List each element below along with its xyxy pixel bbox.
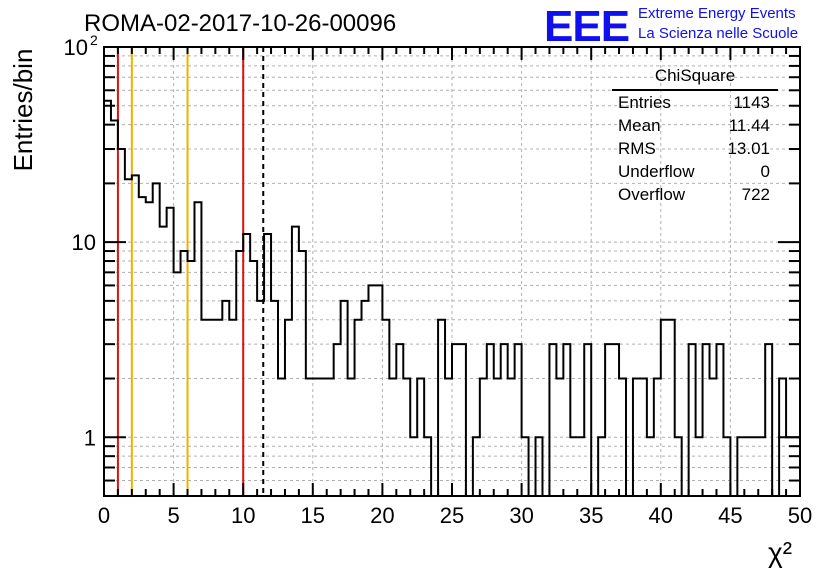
y-tick-label: 10 — [64, 35, 88, 60]
y-axis-label: Entries/bin — [8, 49, 38, 172]
logo-line-1: Extreme Energy Events — [638, 5, 796, 22]
y-tick-label: 1 — [84, 425, 96, 450]
y-tick-exponent: 2 — [90, 32, 98, 48]
x-tick-label: 15 — [301, 503, 325, 528]
stats-title: ChiSquare — [612, 66, 778, 91]
stats-value: 11.44 — [728, 116, 770, 135]
stats-row: RMS 13.01 — [612, 137, 778, 160]
x-axis-label: χ² — [768, 537, 792, 568]
x-tick-label: 10 — [231, 503, 255, 528]
x-tick-label: 35 — [579, 503, 603, 528]
stats-row: Entries 1143 — [612, 91, 778, 114]
x-tick-label: 40 — [649, 503, 673, 528]
marker-lines — [116, 47, 265, 496]
stats-row: Overflow 722 — [612, 183, 778, 206]
x-tick-label: 30 — [509, 503, 533, 528]
x-tick-label: 45 — [718, 503, 742, 528]
stats-row: Mean 11.44 — [612, 114, 778, 137]
x-tick-label: 25 — [440, 503, 464, 528]
stats-box: ChiSquare Entries 1143 Mean 11.44 RMS 13.01… — [612, 66, 778, 206]
x-tick-label: 20 — [370, 503, 394, 528]
y-tick-label: 10 — [72, 230, 96, 255]
histogram-line — [103, 99, 801, 497]
stats-label: Mean — [618, 116, 661, 135]
stats-value: 722 — [741, 185, 770, 204]
logo-line-2: La Scienza nelle Scuole — [638, 25, 799, 42]
x-tick-labels: 0 5 10 15 20 25 30 35 40 45 50 — [98, 503, 812, 528]
stats-value: 1143 — [733, 93, 770, 112]
stats-label: RMS — [618, 139, 656, 158]
x-tick-label: 50 — [788, 503, 812, 528]
eee-logo: EEE — [544, 2, 630, 51]
stats-value: 13.01 — [727, 139, 770, 158]
stats-value: 0 — [760, 162, 770, 181]
stats-label: Overflow — [618, 185, 686, 204]
x-tick-label: 5 — [167, 503, 179, 528]
stats-label: Entries — [618, 93, 671, 112]
chart-title: ROMA-02-2017-10-26-00096 — [84, 10, 397, 37]
stats-row: Underflow 0 — [612, 160, 778, 183]
axis-ticks — [103, 46, 801, 496]
stats-label: Underflow — [618, 162, 695, 181]
x-tick-label: 0 — [98, 503, 110, 528]
